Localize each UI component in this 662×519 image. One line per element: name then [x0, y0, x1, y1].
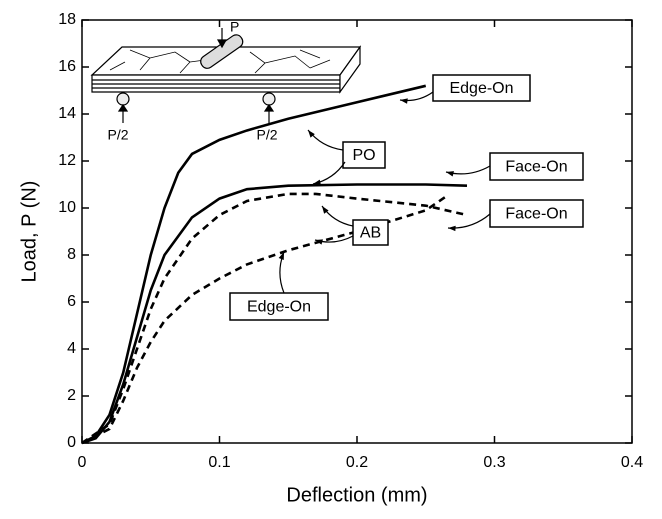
- y-axis-label: Load, P (N): [18, 181, 40, 283]
- x-tick-label: 0: [78, 454, 87, 471]
- y-tick-label: 16: [58, 58, 76, 75]
- line: [81, 195, 448, 445]
- annotation: PO: [352, 147, 375, 164]
- x-tick-label: 0.4: [621, 454, 643, 471]
- y-tick-label: 0: [67, 434, 76, 451]
- annotation: Edge-On: [247, 299, 311, 316]
- y-tick-label: 8: [67, 246, 76, 263]
- annotation-box: [352, 219, 389, 246]
- y-tick-label: 4: [67, 340, 76, 357]
- annotation: Edge-On: [449, 80, 513, 97]
- x-axis-label: Deflection (mm): [286, 484, 427, 506]
- y-tick-label: 12: [58, 152, 76, 169]
- inset-beam: [90, 28, 362, 123]
- x-tick-label: 0.1: [208, 454, 230, 471]
- annotation: Face-On: [505, 159, 567, 176]
- y-tick-label: 2: [67, 387, 76, 404]
- line: [81, 84, 427, 445]
- arrow-head: [315, 239, 323, 245]
- y-tick-label: 14: [58, 105, 76, 122]
- annotation-box: [342, 141, 386, 169]
- annotation-box: [489, 199, 584, 228]
- arrow-head: [400, 98, 408, 104]
- y-tick-label: 6: [67, 293, 76, 310]
- annotation-box: [432, 74, 531, 102]
- arrow-head: [313, 179, 321, 186]
- arrow-head: [448, 225, 456, 232]
- annotation: AB: [360, 225, 381, 242]
- annotation-box: [489, 152, 584, 181]
- line: [81, 192, 468, 445]
- y-tick-label: 18: [58, 11, 76, 28]
- arrow-head: [446, 171, 454, 177]
- x-tick-label: 0.3: [483, 454, 505, 471]
- arrow-head: [322, 206, 329, 214]
- inset-label: P: [230, 19, 239, 35]
- inset-label: P/2: [256, 127, 277, 143]
- arrow-head: [278, 252, 284, 260]
- inset-label: P/2: [107, 127, 128, 143]
- arrow-head: [308, 130, 315, 138]
- y-tick-label: 10: [58, 199, 76, 216]
- annotation: Face-On: [505, 206, 567, 223]
- x-tick-label: 0.2: [346, 454, 368, 471]
- annotation-box: [229, 292, 329, 321]
